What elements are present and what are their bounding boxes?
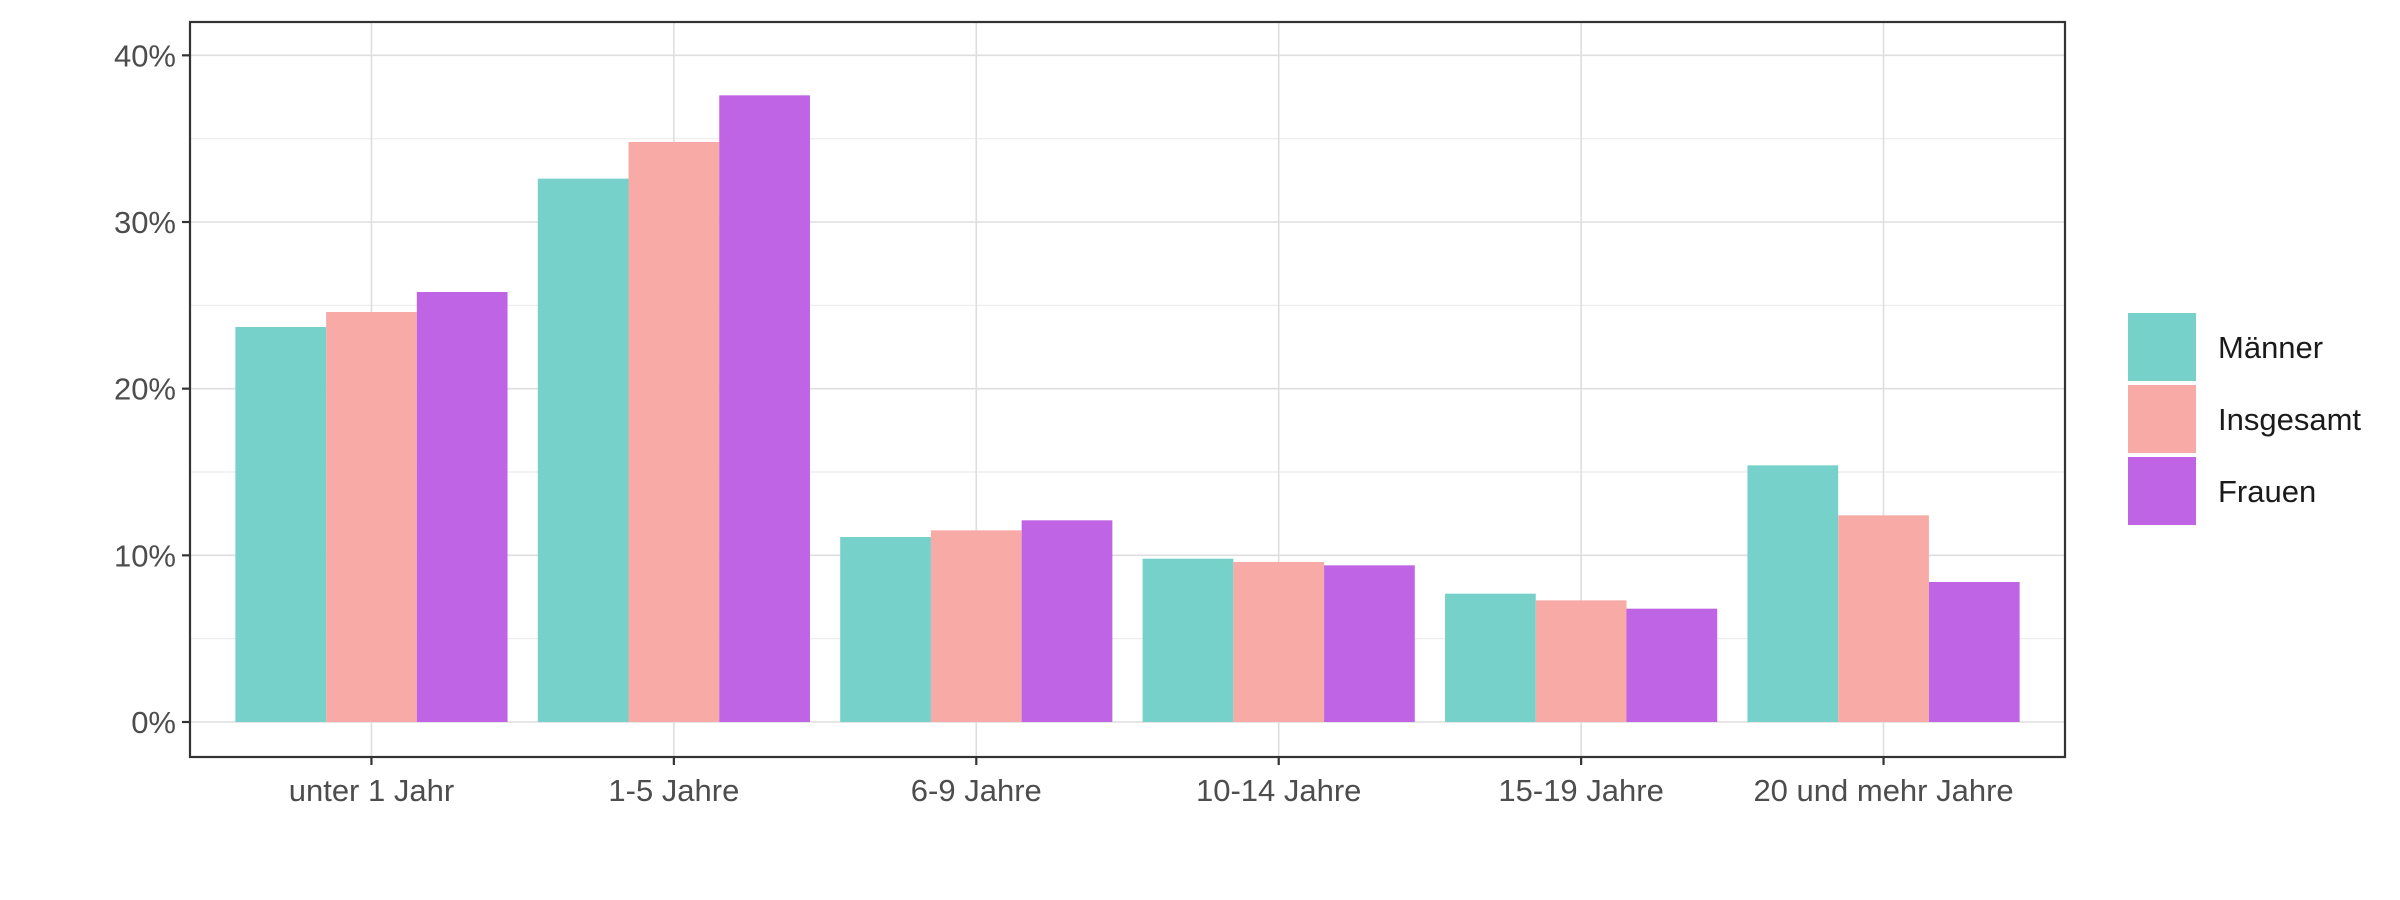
legend: Männer Insgesamt Frauen <box>2128 313 2361 525</box>
bar-m-nner-5 <box>1445 593 1536 722</box>
legend-key-insgesamt <box>2128 385 2196 453</box>
y-tick-label: 0% <box>131 705 176 740</box>
y-tick-label: 30% <box>114 205 176 240</box>
bar-frauen-2 <box>719 95 810 723</box>
bar-insgesamt-3 <box>930 530 1022 722</box>
bars <box>235 95 2020 723</box>
y-axis: 0% 10% 20% 30% 40% <box>114 38 190 740</box>
x-axis: unter 1 Jahr 1-5 Jahre 6-9 Jahre 10-14 Jahr… <box>289 757 2014 808</box>
y-tick-label: 10% <box>114 538 176 573</box>
bar-m-nner-4 <box>1142 558 1234 722</box>
y-tick-label: 20% <box>114 372 176 407</box>
legend-key-frauen <box>2128 457 2196 525</box>
bar-m-nner-1 <box>235 327 327 722</box>
bar-m-nner-3 <box>840 537 931 722</box>
bar-frauen-1 <box>416 292 508 722</box>
x-tick-label: 15-19 Jahre <box>1498 773 1663 808</box>
bar-insgesamt-5 <box>1535 600 1627 722</box>
bar-insgesamt-4 <box>1233 562 1325 722</box>
x-tick-label: 10-14 Jahre <box>1196 773 1361 808</box>
x-tick-label: 1-5 Jahre <box>608 773 739 808</box>
y-tick-label: 40% <box>114 38 176 73</box>
x-tick-label: unter 1 Jahr <box>289 773 454 808</box>
legend-label: Insgesamt <box>2218 402 2361 437</box>
bar-frauen-6 <box>1928 582 2020 722</box>
bar-insgesamt-2 <box>628 142 720 722</box>
bar-frauen-3 <box>1021 520 1113 722</box>
legend-key-m-nner <box>2128 313 2196 381</box>
x-tick-label: 20 und mehr Jahre <box>1753 773 2013 808</box>
legend-label: Frauen <box>2218 474 2316 509</box>
bar-frauen-4 <box>1324 565 1415 722</box>
bar-insgesamt-1 <box>326 312 417 722</box>
bar-m-nner-6 <box>1747 465 1839 722</box>
bar-insgesamt-6 <box>1838 515 1929 722</box>
legend-label: Männer <box>2218 330 2323 365</box>
x-tick-label: 6-9 Jahre <box>911 773 1042 808</box>
bar-m-nner-2 <box>537 178 629 722</box>
bar-frauen-5 <box>1626 608 1718 722</box>
